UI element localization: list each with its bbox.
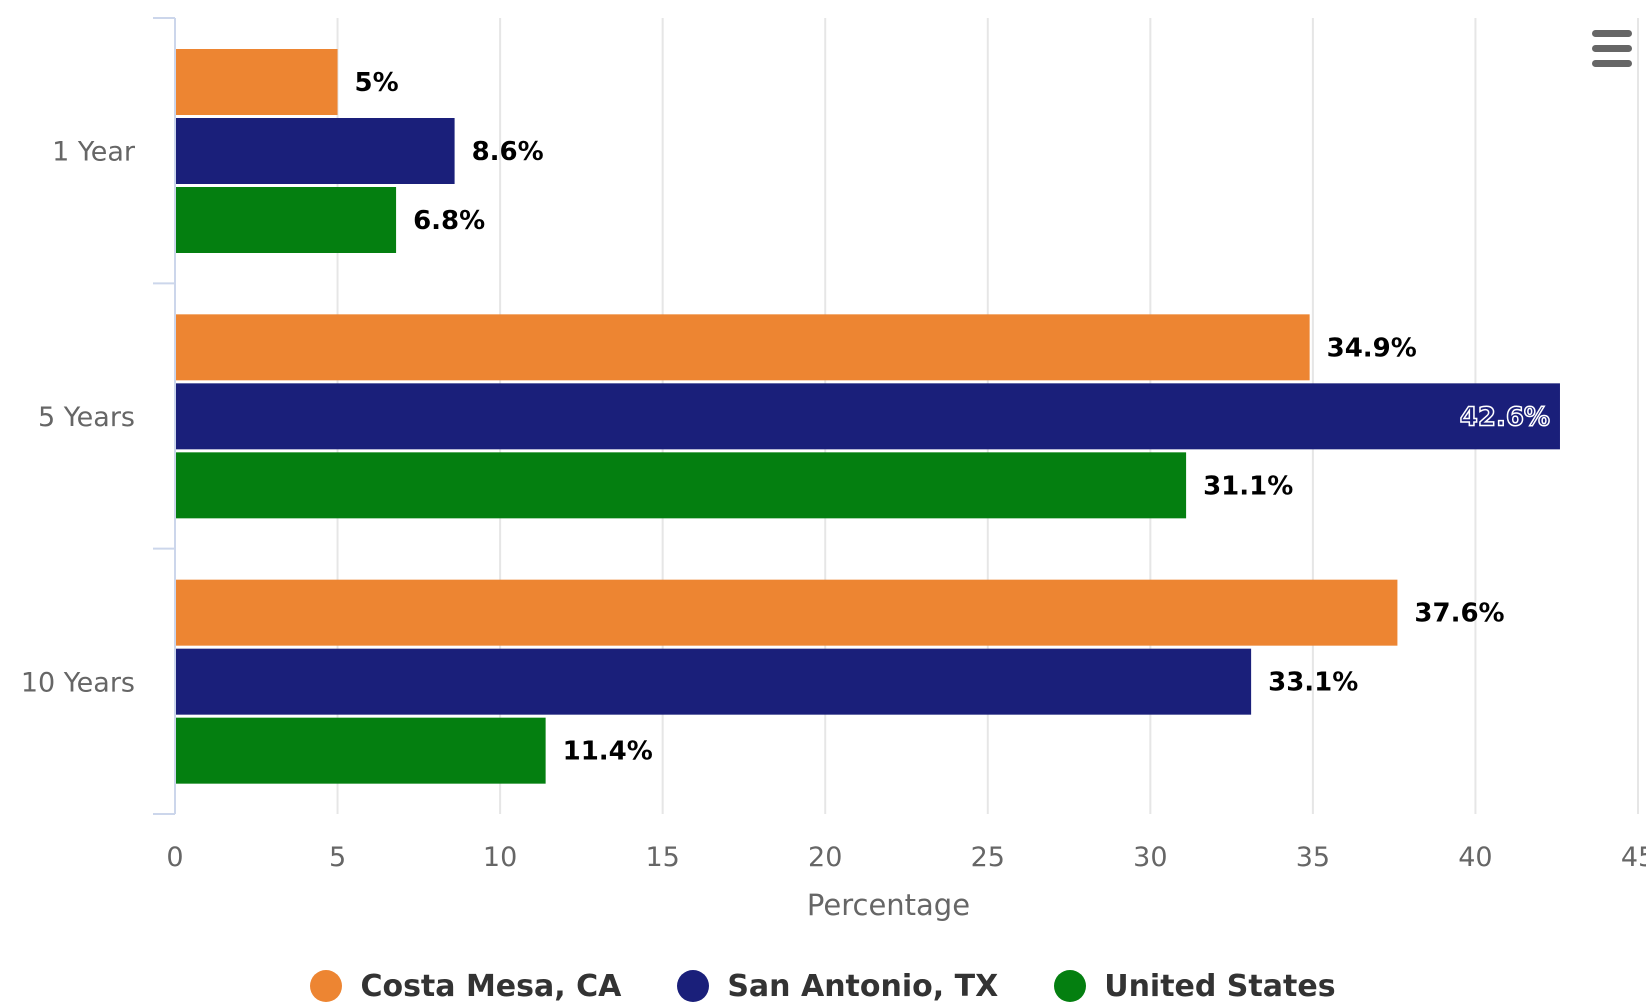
data-labels: 5% 8.6% 6.8% 34.9% 42.6% 31.1% 37.6% 33.1% 11.4% [355,68,1551,767]
data-label: 11.4% [563,737,653,767]
x-tick-label: 10 [483,842,517,873]
bars [175,49,1560,784]
bar[interactable] [175,314,1310,381]
y-category-label: 5 Years [38,402,135,433]
bar[interactable] [175,187,397,253]
legend-item[interactable]: San Antonio, TX [677,969,998,1004]
chart-legend: Costa Mesa, CA San Antonio, TX United Stat… [0,966,1646,1006]
y-category-label: 10 Years [21,667,135,698]
data-label: 6.8% [413,206,485,236]
bar[interactable] [175,648,1252,715]
legend-marker [310,970,343,1002]
bar[interactable] [175,579,1398,646]
x-tick-label: 40 [1458,842,1492,873]
x-tick-label: 5 [329,842,346,873]
bar[interactable] [175,383,1560,450]
legend-label: San Antonio, TX [727,968,999,1004]
legend-item[interactable]: Costa Mesa, CA [310,969,621,1004]
bar[interactable] [175,452,1187,519]
data-label: 42.6% [1460,402,1550,432]
data-label: 5% [355,68,399,98]
data-label: 37.6% [1414,599,1504,629]
axes: 0 5 10 15 20 25 30 35 40 45 1 Year 5 Years 10 Years [21,17,1646,873]
x-tick-label: 30 [1133,842,1167,873]
legend-item[interactable]: United States [1054,968,1336,1004]
x-tick-label: 0 [166,842,183,873]
chart-menu-icon[interactable] [1588,30,1636,74]
x-tick-label: 15 [645,842,679,873]
x-tick-label: 20 [808,842,842,873]
data-label: 8.6% [472,137,544,167]
y-category-label: 1 Year [52,137,136,168]
data-label: 34.9% [1327,333,1417,363]
data-label: 31.1% [1203,471,1293,501]
legend-marker [1054,970,1087,1002]
bar[interactable] [175,49,338,115]
x-tick-label: 35 [1296,842,1330,873]
legend-label: Costa Mesa, CA [360,968,622,1004]
x-axis-title: Percentage [807,888,970,922]
data-label: 33.1% [1268,668,1358,698]
x-tick-label: 45 [1621,842,1646,873]
x-tick-label: 25 [971,842,1005,873]
bar[interactable] [175,717,546,784]
legend-label: United States [1104,968,1336,1004]
legend-marker [677,970,710,1002]
bar[interactable] [175,118,455,184]
